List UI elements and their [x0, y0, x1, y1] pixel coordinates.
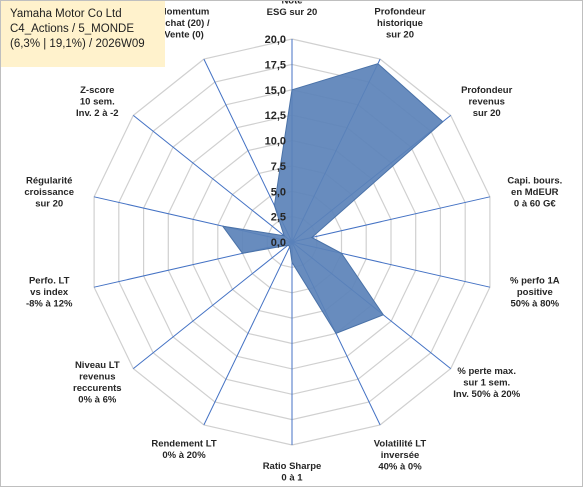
axis-label: Régularité croissance sur 20 — [24, 175, 74, 209]
axis-label-line: 0 à 60 G€ — [514, 198, 556, 209]
axis-label: Capi. bours. en MdEUR 0 à 60 G€ — [507, 175, 562, 209]
axis-label-line: Inv. 50% à 20% — [453, 389, 520, 400]
axis-label-line: Rendement LT — [151, 439, 216, 450]
tick-label: 17,5 — [265, 59, 286, 71]
tick-label: 0,0 — [271, 237, 286, 249]
axis-label-line: 50% à 80% — [511, 299, 560, 310]
axis-label-line: 10 sem. — [80, 97, 115, 108]
axis-label-line: croissance — [24, 187, 74, 198]
axis-label-line: Régularité — [26, 175, 72, 186]
tick-label: 15,0 — [265, 85, 286, 97]
axis-label-line: inversée — [381, 450, 420, 461]
axis-spoke — [132, 241, 293, 369]
axis-label: Volatilité LT inversée 40% à 0% — [374, 439, 427, 473]
axis-label-line: Z-score — [80, 85, 114, 96]
axis-label-line: 0 à 1 — [281, 473, 303, 484]
axis-label-line: 40% à 0% — [378, 462, 422, 473]
axis-label-line: Inv. 2 à -2 — [76, 108, 119, 119]
tick-label: 10,0 — [265, 136, 286, 148]
axis-label-line: en MdEUR — [511, 187, 559, 198]
company-name: Yamaha Motor Co Ltd — [10, 8, 122, 20]
axis-label-line: Volatilité LT — [374, 439, 427, 450]
axis-label: Rendement LT 0% à 20% — [151, 439, 216, 462]
axis-spoke — [291, 196, 491, 243]
performance-period: (6,3% | 19,1%) / 2026W09 — [10, 38, 145, 50]
chart-header: Yamaha Motor Co Ltd C4_Actions / 5_MONDE… — [1, 1, 165, 67]
axis-label: Note ESG sur 20 — [267, 1, 318, 18]
axis-label-line: % perte max. — [457, 366, 516, 377]
tick-label: 7,5 — [271, 161, 286, 173]
tick-label: 20,0 — [265, 34, 286, 46]
axis-label-line: historique — [377, 18, 423, 29]
axis-label-line: Momentum — [159, 6, 210, 17]
axis-label-line: Profondeur — [461, 85, 512, 96]
axis-label-line: 0% à 6% — [78, 395, 117, 406]
axis-label-line: -8% à 12% — [26, 299, 73, 310]
axis-label-line: sur 20 — [35, 198, 63, 209]
axis-label-line: revenus — [468, 97, 504, 108]
axis-label: Perfo. LT vs index -8% à 12% — [26, 276, 73, 310]
axis-label-line: sur 1 sem. — [463, 377, 510, 388]
axis-label-line: Vente (0) — [164, 29, 204, 40]
axis-label: % perte max. sur 1 sem. Inv. 50% à 20% — [453, 366, 520, 400]
axis-label-line: Achat (20) / — [158, 18, 210, 29]
axis-label-line: Perfo. LT — [29, 276, 70, 287]
axis-label-line: Niveau LT — [75, 360, 120, 371]
tick-label: 2,5 — [271, 212, 286, 224]
tick-label: 12,5 — [265, 110, 286, 122]
axis-label: Z-score 10 sem. Inv. 2 à -2 — [76, 85, 119, 119]
axis-label: Profondeur revenus sur 20 — [461, 85, 512, 119]
axis-label-line: Note — [281, 1, 302, 7]
axis-label-line: ESG sur 20 — [267, 7, 318, 18]
axis-label: % perfo 1A positive 50% à 80% — [510, 276, 560, 310]
axis-label-line: Profondeur — [374, 6, 425, 17]
axis-label-line: revenus — [79, 372, 115, 383]
axis-label-line: Ratio Sharpe — [263, 461, 322, 472]
tick-label: 5,0 — [271, 186, 286, 198]
axis-label: Momentum Achat (20) / Vente (0) — [158, 6, 210, 40]
portfolio-category: C4_Actions / 5_MONDE — [10, 23, 134, 35]
axis-label: Niveau LT revenus reccurents 0% à 6% — [73, 360, 122, 406]
axis-label-line: % perfo 1A — [510, 276, 560, 287]
axis-label-line: Capi. bours. — [507, 175, 562, 186]
axis-label-line: 0% à 20% — [162, 450, 206, 461]
axis-label-line: sur 20 — [386, 29, 414, 40]
axis-spoke — [203, 241, 293, 426]
axis-label: Ratio Sharpe 0 à 1 — [263, 461, 322, 484]
axis-spoke — [132, 115, 293, 243]
axis-label: Profondeur historique sur 20 — [374, 6, 425, 40]
axis-label-line: reccurents — [73, 383, 122, 394]
axis-label-line: positive — [517, 287, 553, 298]
data-area — [221, 63, 444, 335]
axis-label-line: sur 20 — [473, 108, 501, 119]
axis-label-line: vs index — [30, 287, 69, 298]
